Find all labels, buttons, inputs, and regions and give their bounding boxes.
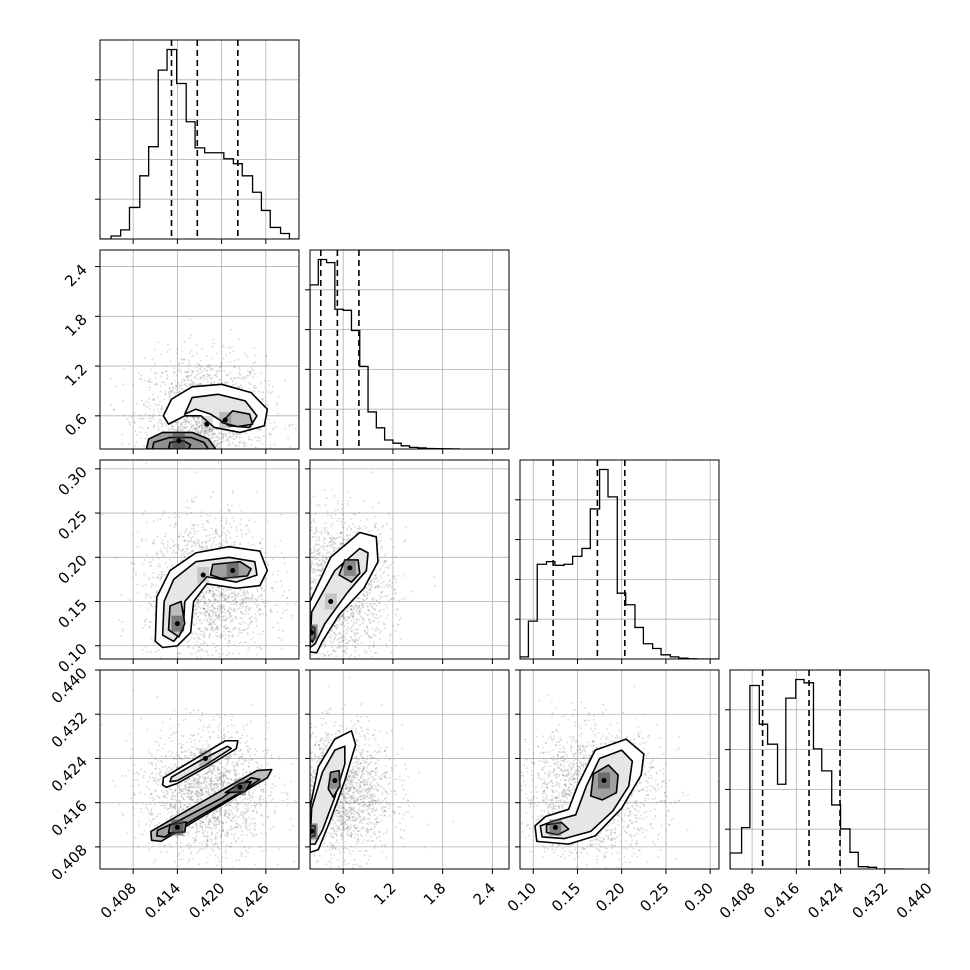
density-peak	[332, 778, 338, 784]
scatter-points	[310, 676, 455, 869]
panel-frame	[309, 459, 510, 660]
x-tick-label: 0.426	[230, 879, 273, 922]
x-tick-label: 1.2	[370, 879, 400, 909]
histogram-panel-p3: 0.408 0.416 0.424 0.432 0.440	[716, 669, 936, 922]
histogram-panel-p0	[95, 39, 300, 244]
density-contour	[169, 745, 232, 783]
panel-frame	[99, 249, 300, 450]
scatter-panel-p2-p3: 0.10 0.15 0.20 0.25 0.30	[504, 669, 720, 915]
x-tick-label: 0.30	[681, 879, 717, 915]
grid-lines	[310, 250, 509, 449]
density-contour	[220, 410, 254, 428]
density-contour	[327, 769, 341, 798]
histogram-panel-p2	[515, 459, 720, 664]
scatter-panel-p1-p2	[305, 459, 510, 664]
panel-frame	[309, 249, 510, 450]
scatter-panel-p1-p3: 0.6 1.2 1.8 2.4	[305, 669, 510, 909]
x-tick-label: 1.8	[420, 879, 450, 909]
scatter-panel-p0-p2: 0.100.150.200.250.30	[54, 459, 300, 676]
panel-frame	[519, 459, 720, 660]
density-peak	[204, 421, 210, 427]
histogram-step-line	[310, 258, 460, 449]
density-peak	[230, 568, 236, 574]
grid-lines	[310, 670, 509, 869]
scatter-panel-p0-p3: 0.408 0.414 0.420 0.4260.4080.4160.4240.432…	[48, 664, 300, 922]
density-peak	[200, 572, 206, 578]
density-peak	[347, 565, 353, 571]
density-peak	[328, 599, 334, 605]
grid-lines	[100, 250, 299, 449]
density-peak	[176, 438, 182, 444]
histogram-step-line	[100, 48, 299, 239]
x-tick-label: 0.6	[320, 879, 350, 909]
x-tick-label: 0.10	[504, 879, 540, 915]
scatter-points	[110, 318, 297, 449]
x-tick-label: 0.408	[97, 879, 140, 922]
panel-frame	[99, 459, 300, 660]
x-tick-label: 2.4	[470, 879, 500, 909]
y-tick-label: 0.408	[48, 841, 91, 884]
panel-frame	[99, 669, 300, 870]
y-tick-label: 0.15	[54, 596, 90, 632]
y-tick-label: 2.4	[61, 261, 91, 291]
x-tick-label: 0.20	[592, 879, 628, 915]
y-tick-label: 0.25	[54, 507, 90, 543]
panel-frame	[309, 669, 510, 870]
x-tick-label: 0.25	[636, 879, 672, 915]
density-contour	[338, 559, 361, 583]
density-peak	[552, 825, 558, 831]
density-peak	[310, 828, 315, 834]
grid-lines	[520, 460, 719, 659]
grid-lines	[100, 40, 299, 239]
x-tick-label: 0.424	[804, 879, 847, 922]
x-tick-label: 0.432	[849, 879, 892, 922]
density-peak	[237, 784, 243, 790]
density-peak	[601, 778, 607, 784]
x-tick-label: 0.408	[716, 879, 759, 922]
y-tick-label: 0.20	[54, 551, 90, 587]
histogram-step-line	[730, 678, 905, 869]
density-peak	[174, 621, 180, 627]
y-tick-label: 0.424	[48, 753, 91, 796]
density-peak	[310, 629, 315, 635]
scatter-panel-p0-p1: 0.6 1.2 1.8 2.4	[61, 249, 300, 454]
y-tick-label: 1.8	[61, 310, 91, 340]
panel-frame	[99, 39, 300, 240]
y-tick-label: 1.2	[61, 360, 91, 390]
x-tick-label: 0.15	[548, 879, 584, 915]
y-tick-label: 0.432	[48, 708, 91, 751]
histogram-step-line	[520, 468, 719, 659]
x-tick-label: 0.420	[185, 879, 228, 922]
histogram-panel-p1	[305, 249, 510, 454]
y-tick-label: 0.416	[48, 797, 91, 840]
x-tick-label: 0.440	[893, 879, 936, 922]
x-tick-label: 0.416	[760, 879, 803, 922]
grid-lines	[100, 460, 299, 659]
panel-frame	[729, 669, 930, 870]
y-tick-label: 0.6	[61, 410, 91, 440]
x-tick-label: 0.414	[141, 879, 184, 922]
panel-frame	[519, 669, 720, 870]
y-tick-label: 0.30	[54, 463, 90, 499]
density-peak	[174, 825, 180, 831]
density-peak	[202, 755, 208, 761]
density-peak	[222, 417, 228, 423]
